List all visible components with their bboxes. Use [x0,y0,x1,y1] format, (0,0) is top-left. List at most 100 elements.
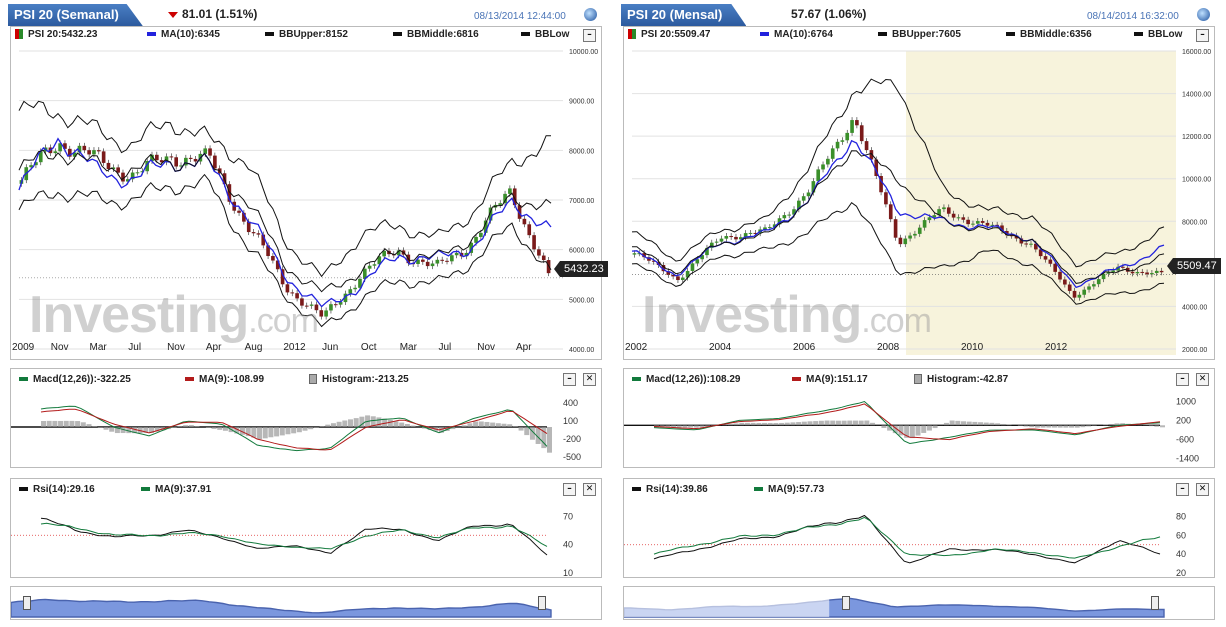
histogram-bar [1017,425,1023,426]
y-tick-label: 5000.00 [569,297,594,304]
candle [396,250,401,256]
histogram-bar [217,427,223,430]
candle [425,261,430,267]
right-change-text: 57.67 (1.06%) [791,7,867,21]
histogram-bar [688,425,694,428]
histogram-bar [909,425,915,439]
candle [421,259,425,262]
x-tick-label: Jul [438,342,452,353]
right-change-value: 57.67 (1.06%) [791,7,866,21]
candle [474,236,478,243]
histogram-bar [194,426,200,427]
close-button[interactable]: ✕ [1196,373,1209,386]
minimize-button[interactable]: – [1176,483,1189,496]
y-tick-label: 1000 [1176,397,1196,407]
navigator-right-handle[interactable] [1151,596,1159,610]
histogram-bar [325,424,331,427]
right-range-navigator[interactable] [623,586,1215,620]
histogram-bar [1000,423,1006,426]
histogram-bar [251,427,257,438]
histogram-bar [296,427,302,433]
candle [1101,273,1106,280]
y-tick-label: 10 [563,568,573,578]
left-range-navigator[interactable] [10,586,602,620]
left-chart-title[interactable]: PSI 20 (Semanal) [8,4,143,26]
candle [382,250,386,257]
candle [290,292,295,294]
candle [358,278,362,288]
clock-icon[interactable] [584,8,597,21]
candle [748,232,753,234]
close-button[interactable]: ✕ [1196,483,1209,496]
candle [1096,279,1101,285]
histogram-bar [512,426,518,427]
minimize-button[interactable]: – [563,373,576,386]
histogram-bar [103,427,109,430]
candle [913,233,917,236]
left-price-tag: 5432.23 [554,261,608,277]
close-button[interactable]: ✕ [583,483,596,496]
histogram-bar [336,421,342,427]
candle [898,237,903,245]
histogram-bar [245,427,251,437]
clock-icon[interactable] [1197,8,1210,21]
navigator-right-handle[interactable] [538,596,546,610]
histogram-bar [665,425,671,428]
minimize-button[interactable]: – [563,483,576,496]
candle [188,157,193,159]
left-macd-panel: Macd(12,26)):-322.25 MA(9):-108.99 Histo… [10,368,602,468]
histogram-bar [1069,425,1075,428]
candle [1072,290,1077,298]
candle [661,265,666,272]
close-button[interactable]: ✕ [583,373,596,386]
candle [527,224,532,236]
y-tick-label: 100 [563,416,578,426]
candle [1063,279,1067,285]
histogram-bar [750,422,756,426]
candle [1092,284,1096,287]
right-navigator-area [624,587,1165,618]
minimize-button[interactable]: – [1196,29,1209,42]
candle [179,165,183,167]
y-tick-label: -500 [563,452,581,462]
histogram-bar [313,427,319,428]
navigator-left-handle[interactable] [842,596,850,610]
left-price-chart: PSI 20:5432.23 MA(10):6345 BBUpper:8152 … [10,26,602,360]
candle [246,221,251,233]
candle [845,132,850,141]
left-rsi-panel: Rsi(14):29.16 MA(9):37.91 – ✕ 70 40 10 [10,478,602,578]
candle [266,245,270,257]
legend-ma: MA(10):6345 [147,29,220,40]
x-tick-label: Apr [516,342,532,353]
candle [719,238,724,242]
indicator-line [40,517,548,556]
histogram-bar [904,425,910,438]
minimize-button[interactable]: – [583,29,596,42]
navigator-left-handle[interactable] [23,596,31,610]
histogram-bar [1080,425,1086,428]
histogram-bar [438,427,444,433]
histogram-bar [841,420,847,426]
candle [1159,270,1164,273]
candle [155,154,159,161]
candle [338,302,343,305]
right-chart-title[interactable]: PSI 20 (Mensal) [621,4,747,26]
candle [145,161,149,172]
y-tick-label: -1400 [1176,453,1199,463]
histogram-bar [858,420,864,426]
histogram-bar [467,423,473,427]
investing-watermark: Investing.com [29,286,319,344]
histogram-bar [279,427,285,436]
minimize-button[interactable]: – [1176,373,1189,386]
histogram-bar [86,424,92,427]
candle [1067,284,1072,291]
histogram-bar [915,425,921,436]
candle [53,151,58,154]
candle [734,236,738,240]
candle [772,224,777,228]
histogram-bar [847,420,853,426]
candle [1034,243,1038,250]
legend-ma: MA(10):6764 [760,29,833,40]
legend-bbmiddle: BBMiddle:6816 [393,29,479,40]
candle [922,220,927,228]
